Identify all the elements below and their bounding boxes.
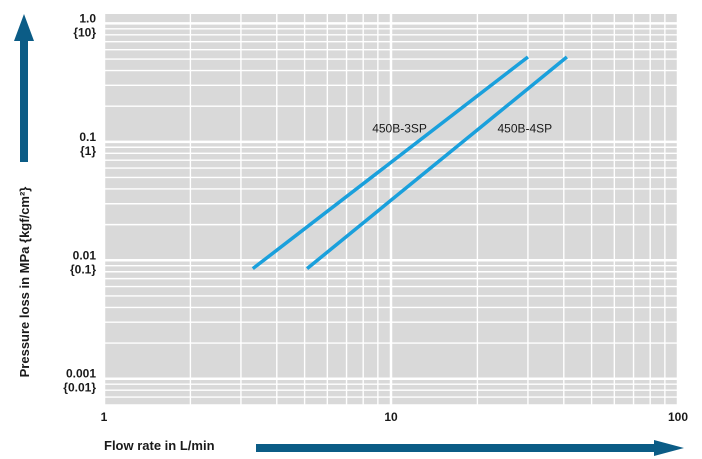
y-tick-label: 0.1 [79,130,96,144]
x-tick-label: 1 [101,410,108,424]
series-label-2: 450B-4SP [497,121,552,135]
series-lines [251,55,568,271]
x-tick-label: 10 [384,410,398,424]
series-label-1: 450B-3SP [372,121,427,135]
x-axis-arrow-icon [256,440,684,456]
x-tick-labels: 1 10 100 [101,410,689,424]
series-line-2 [305,55,568,270]
y-tick-sublabel: {1} [80,144,96,158]
y-axis-arrow-icon [14,14,34,162]
y-tick-sublabel: {10} [73,25,96,39]
x-axis-label-group: Flow rate in L/min [104,438,684,456]
y-tick-label: 0.01 [73,248,97,262]
y-axis-label-group: Pressure loss in MPa {kgf/cm²} [14,14,34,377]
y-tick-sublabel: {0.01} [63,381,96,395]
y-axis-label: Pressure loss in MPa {kgf/cm²} [17,187,32,378]
x-axis-label: Flow rate in L/min [104,438,215,453]
y-tick-label: 1.0 [79,11,96,25]
y-tick-labels: 1.0{10} 0.1{1} 0.01{0.1} 0.001{0.01} [63,11,96,394]
y-tick-label: 0.001 [66,367,96,381]
grid-lines [102,14,680,406]
series-line-1 [251,55,530,271]
y-tick-sublabel: {0.1} [70,262,96,276]
series-labels: 450B-3SP 450B-4SP [372,121,552,135]
x-tick-label: 100 [668,410,688,424]
